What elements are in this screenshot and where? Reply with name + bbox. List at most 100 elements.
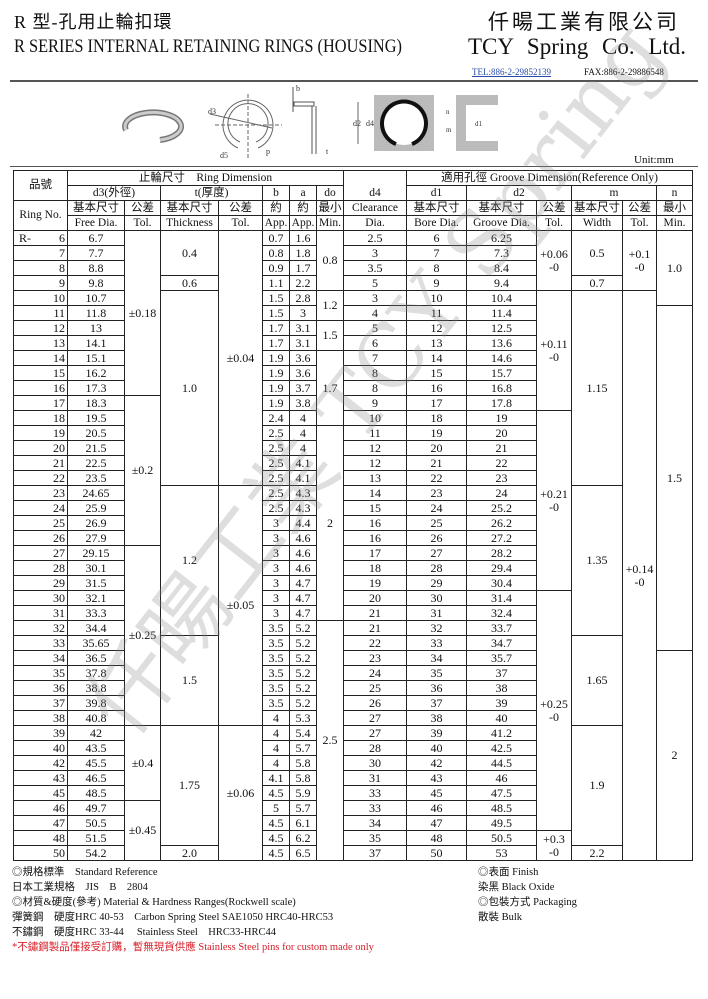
header-ring-no: Ring No. (13, 200, 68, 231)
free-dia-cell: 29.15 (67, 545, 125, 561)
header-ring-dimension: 止輪尺寸 Ring Dimension (67, 170, 344, 186)
title-english: R SERIES INTERNAL RETAINING RINGS (HOUSI… (14, 36, 402, 57)
groove-dia-cell: 8.4 (466, 260, 537, 276)
ring-no-cell: 10 (13, 290, 68, 306)
groove-dia-cell: 34.7 (466, 635, 537, 651)
groove-dia-cell: 44.5 (466, 755, 537, 771)
d3-tol-cell: ±0.4 (124, 725, 161, 801)
b-cell: 3 (262, 530, 290, 546)
header-sub-en: Tol. (218, 215, 263, 231)
free-dia-cell: 13 (67, 320, 125, 336)
header-sub-cn: Clearance (343, 200, 407, 216)
bore-dia-cell: 29 (406, 575, 467, 591)
free-dia-cell: 15.1 (67, 350, 125, 366)
bore-dia-cell: 12 (406, 320, 467, 336)
a-cell: 5.9 (289, 785, 317, 801)
a-cell: 3.6 (289, 350, 317, 366)
n-cell: 1.5 (656, 305, 693, 651)
b-cell: 3 (262, 515, 290, 531)
free-dia-cell: 51.5 (67, 830, 125, 846)
a-cell: 4.7 (289, 605, 317, 621)
ring-no-cell: 18 (13, 410, 68, 426)
ring-no-cell: 50 (13, 845, 68, 861)
table-row: 39 42 ±0.4 1.75 ±0.06 4 5.4 27 39 41.2 1.9 (13, 725, 693, 861)
n-cell: 2 (656, 650, 693, 861)
free-dia-cell: 8.8 (67, 260, 125, 276)
bore-dia-cell: 22 (406, 470, 467, 486)
b-cell: 3.5 (262, 695, 290, 711)
footer-finish: 染黑 Black Oxide (478, 882, 555, 893)
a-cell: 4.6 (289, 530, 317, 546)
bore-dia-cell: 37 (406, 695, 467, 711)
bore-dia-cell: 46 (406, 800, 467, 816)
svg-text:t: t (326, 147, 329, 156)
b-cell: 3.5 (262, 665, 290, 681)
header-b: b (262, 185, 290, 201)
ring-no-cell: 21 (13, 455, 68, 471)
b-cell: 4 (262, 740, 290, 756)
ring-no-cell: 17 (13, 395, 68, 411)
b-cell: 3.5 (262, 650, 290, 666)
footer-standard: 日本工業規格 JIS B 2804 (12, 882, 148, 893)
a-cell: 2.2 (289, 275, 317, 291)
a-cell: 4.3 (289, 485, 317, 501)
d3-tol-cell: ±0.45 (124, 800, 161, 861)
footer-note: *不鏽鋼製品僅接受訂購，暫無現貨供應 Stainless Steel pins … (12, 942, 374, 953)
groove-dia-cell: 40 (466, 710, 537, 726)
a-cell: 5.2 (289, 680, 317, 696)
svg-text:d1: d1 (475, 120, 483, 128)
clearance-dia-cell: 33 (343, 785, 407, 801)
bore-dia-cell: 26 (406, 530, 467, 546)
header-d3: d3(外徑) (67, 185, 161, 201)
clearance-dia-cell: 3 (343, 245, 407, 261)
tel-link[interactable]: TEL:886-2-29852139 (472, 67, 551, 77)
table-row: 48 51.5 4.5 6.2 35 48 50.5 +0.3 -0 (13, 830, 693, 861)
header-sub-en: Dia. (343, 215, 407, 231)
clearance-dia-cell: 6 (343, 335, 407, 351)
b-cell: 1.9 (262, 380, 290, 396)
groove-dia-cell: 30.4 (466, 575, 537, 591)
a-cell: 4.6 (289, 560, 317, 576)
m-width-cell: 2.2 (571, 845, 623, 861)
thickness-cell: 1.75 (160, 725, 219, 846)
free-dia-cell: 20.5 (67, 425, 125, 441)
bore-dia-cell: 16 (406, 380, 467, 396)
bore-dia-cell: 47 (406, 815, 467, 831)
header-sub-cn: 基本尺寸 (406, 200, 467, 216)
a-cell: 6.5 (289, 845, 317, 861)
ring-no-cell: 45 (13, 785, 68, 801)
clearance-dia-cell: 34 (343, 815, 407, 831)
thickness-cell: 1.2 (160, 485, 219, 636)
b-cell: 2.5 (262, 425, 290, 441)
header-divider (10, 80, 698, 82)
header-m: m (571, 185, 657, 201)
ring-no-cell: 39 (13, 725, 68, 741)
a-cell: 5.2 (289, 665, 317, 681)
footer-material-heading: ◎材質&硬度(參考) Material & Hardness Ranges(Ro… (12, 897, 296, 908)
header-do: do (316, 185, 344, 201)
bore-dia-cell: 34 (406, 650, 467, 666)
table-row: 27 29.15 ±0.25 3 4.6 17 27 28.2 (13, 545, 693, 726)
free-dia-cell: 16.2 (67, 365, 125, 381)
clearance-dia-cell: 26 (343, 695, 407, 711)
table-row: 26 27.9 3 4.6 16 26 27.2 (13, 530, 693, 546)
table-row: 25 26.9 3 4.4 16 25 26.2 (13, 515, 693, 531)
b-cell: 4.5 (262, 830, 290, 846)
bore-dia-cell: 24 (406, 500, 467, 516)
header-sub-cn: 最小 (656, 200, 693, 216)
clearance-dia-cell: 33 (343, 800, 407, 816)
free-dia-cell: 30.1 (67, 560, 125, 576)
bore-dia-cell: 27 (406, 545, 467, 561)
header-sub-en: Thickness (160, 215, 219, 231)
bore-dia-cell: 36 (406, 680, 467, 696)
ring-3d-illustration (122, 109, 185, 143)
thickness-cell: 0.4 (160, 230, 219, 276)
b-cell: 1.7 (262, 335, 290, 351)
clearance-dia-cell: 3 (343, 290, 407, 306)
m-width-cell: 1.35 (571, 485, 623, 636)
a-cell: 3.6 (289, 365, 317, 381)
ring-side-view: b t (292, 84, 329, 156)
header-sub-cn: 公差 (536, 200, 572, 216)
svg-text:b: b (296, 84, 300, 93)
b-cell: 3 (262, 590, 290, 606)
